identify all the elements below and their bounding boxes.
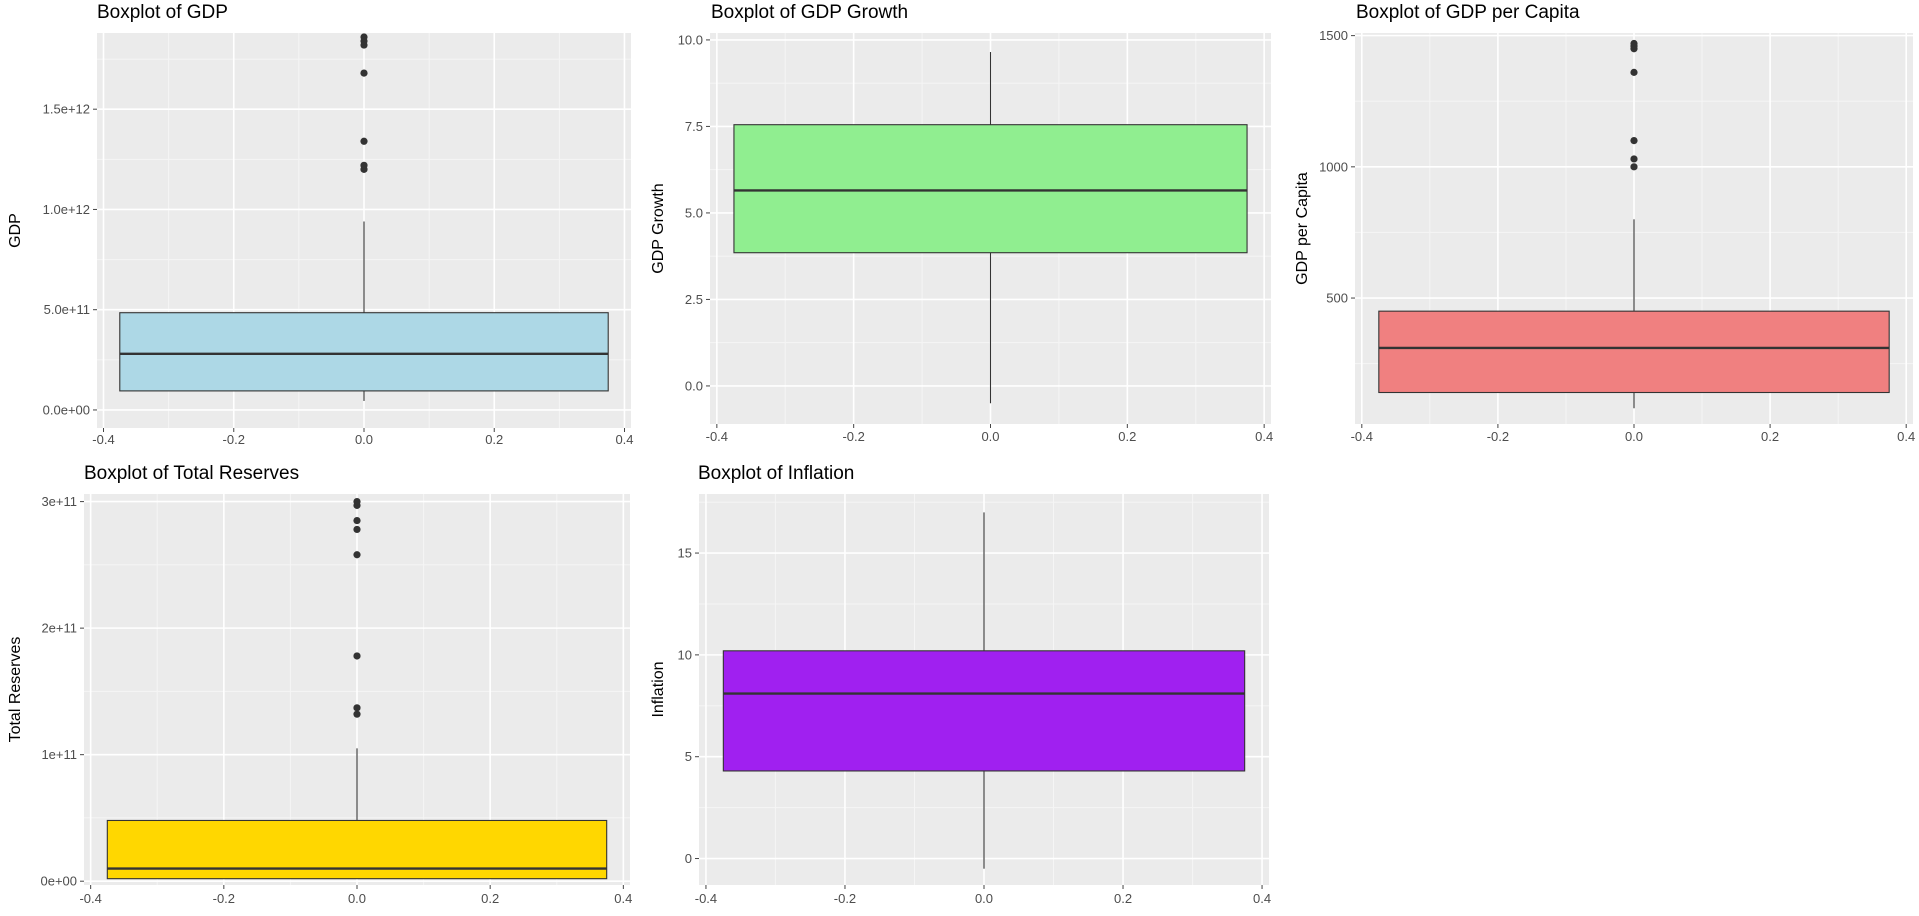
outlier-point (353, 497, 361, 506)
y-tick-label: 0e+00 (40, 874, 77, 889)
chart-title: Boxplot of GDP (97, 2, 228, 23)
outlier-point (353, 704, 361, 712)
iqr-box (1378, 310, 1890, 394)
outlier-point (1630, 136, 1638, 145)
x-tick-label: 0.0 (975, 891, 993, 906)
x-tick-label: 0.2 (481, 891, 499, 906)
outlier-point (1630, 163, 1638, 171)
y-tick-label: 1500 (1319, 28, 1348, 43)
chart-title: Boxplot of GDP Growth (711, 2, 909, 23)
outlier-point (353, 525, 361, 534)
x-tick-label: 0.4 (1897, 429, 1915, 444)
x-tick-label: 0.4 (615, 432, 633, 447)
boxplot-gdp-chart: -0.4 -0.2 0.0 0.2 0.4 0.0e+00 5.0e+11 1.0e+12 1.… (7, 33, 634, 447)
y-tick-label: 10 (678, 647, 692, 662)
y-tick-label: 7.5 (685, 119, 703, 134)
chart-title: Boxplot of GDP per Capita (1356, 2, 1580, 23)
y-axis-label: Inflation (650, 661, 667, 717)
y-axis-label: GDP (7, 213, 24, 248)
outlier-point (360, 33, 368, 41)
y-tick-label: 2e+11 (41, 621, 77, 636)
x-tick-label: -0.4 (706, 429, 728, 444)
y-tick-label: 0 (685, 851, 692, 866)
x-tick-label: -0.4 (92, 432, 114, 447)
y-tick-label: 5.0 (685, 205, 703, 220)
y-tick-label: 0.0 (685, 378, 703, 393)
y-axis-label: GDP per Capita (1294, 172, 1311, 285)
y-tick-label: 1.0e+12 (43, 202, 90, 217)
x-tick-label: 0.0 (981, 429, 999, 444)
boxplot-gdp-per-capita-chart: -0.4 -0.2 0.0 0.2 0.4 500 1000 1500 GDP per Capi… (1294, 28, 1915, 444)
y-tick-label: 3e+11 (41, 494, 77, 509)
boxplot-gdp-growth-chart: -0.4 -0.2 0.0 0.2 0.4 0.0 2.5 5.0 7.5 10.0 GDP Gro… (650, 32, 1273, 444)
x-tick-label: 0.0 (355, 432, 373, 447)
x-tick-label: 0.0 (348, 891, 366, 906)
x-tick-label: -0.2 (834, 891, 856, 906)
y-axis-label: GDP Growth (650, 183, 667, 273)
outlier-point (353, 652, 361, 660)
outlier-point (360, 161, 368, 169)
x-tick-label: 0.4 (614, 891, 632, 906)
y-tick-label: 1e+11 (41, 747, 77, 762)
x-tick-label: -0.4 (79, 891, 101, 906)
chart-title: Boxplot of Inflation (698, 463, 855, 484)
x-tick-label: 0.2 (1118, 429, 1136, 444)
outlier-point (353, 516, 361, 525)
x-tick-label: -0.4 (1351, 429, 1373, 444)
y-tick-label: 5 (685, 749, 692, 764)
iqr-box (733, 124, 1248, 254)
outlier-point (1630, 39, 1638, 48)
x-tick-label: 0.2 (1114, 891, 1132, 906)
y-tick-label: 0.0e+00 (43, 402, 90, 417)
x-tick-label: 0.2 (485, 432, 503, 447)
y-tick-label: 500 (1326, 291, 1348, 306)
boxplot-total-reserves-chart: -0.4 -0.2 0.0 0.2 0.4 0e+00 1e+11 2e+11 3e+11 Tot… (7, 494, 632, 906)
outlier-point (360, 69, 368, 77)
y-tick-label: 1000 (1319, 159, 1348, 174)
y-tick-label: 1.5e+12 (43, 102, 90, 117)
outlier-point (353, 710, 361, 718)
y-tick-label: 2.5 (685, 292, 703, 307)
y-axis-label: Total Reserves (7, 637, 24, 743)
outlier-point (360, 137, 368, 145)
iqr-box (722, 650, 1246, 772)
outlier-point (1630, 68, 1638, 76)
x-tick-label: -0.2 (223, 432, 245, 447)
chart-title: Boxplot of Total Reserves (84, 463, 300, 484)
x-tick-label: -0.4 (695, 891, 717, 906)
outlier-point (1630, 155, 1638, 163)
boxplot-inflation-chart: -0.4 -0.2 0.0 0.2 0.4 0 5 10 15 Inflation (650, 494, 1271, 906)
y-tick-label: 10.0 (678, 32, 703, 47)
x-tick-label: -0.2 (213, 891, 235, 906)
x-tick-label: 0.4 (1255, 429, 1273, 444)
iqr-box (119, 312, 609, 392)
x-tick-label: 0.2 (1761, 429, 1779, 444)
x-tick-label: 0.4 (1253, 891, 1271, 906)
x-tick-label: 0.0 (1625, 429, 1643, 444)
outlier-point (353, 551, 361, 559)
y-tick-label: 5.0e+11 (44, 302, 90, 317)
y-tick-label: 15 (678, 546, 692, 561)
x-tick-label: -0.2 (1487, 429, 1509, 444)
x-tick-label: -0.2 (842, 429, 864, 444)
